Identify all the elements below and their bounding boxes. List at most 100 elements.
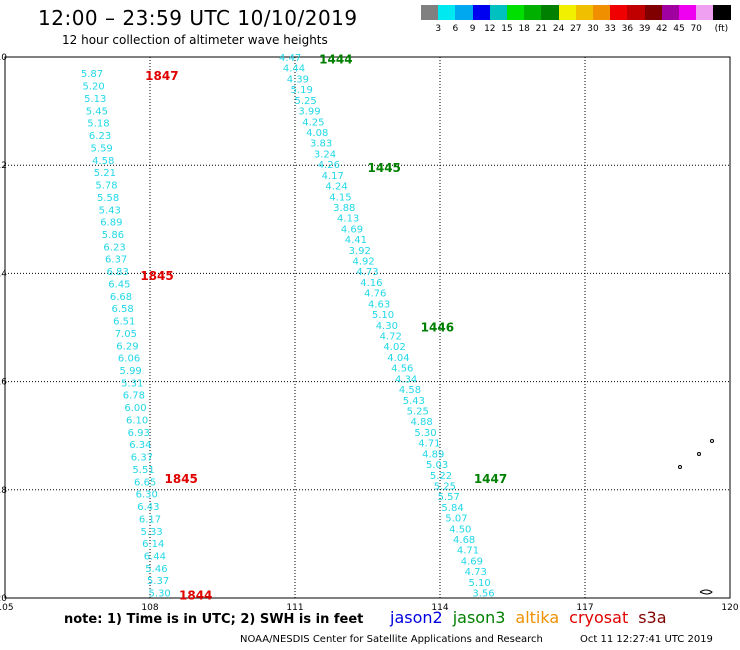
legend-label: 70 (690, 24, 702, 34)
wave-height-value: 5.43 (403, 396, 425, 407)
legend-label: 6 (452, 24, 459, 34)
satellite-name: s3a (638, 608, 667, 627)
wave-height-value: 5.21 (94, 168, 116, 179)
legend-swatch (524, 5, 542, 20)
legend-swatch (593, 5, 611, 20)
island-mark (678, 465, 682, 469)
wave-height-value: 4.34 (395, 374, 417, 385)
legend-label: 33 (604, 24, 616, 34)
legend-swatch (696, 5, 714, 20)
legend-swatch (438, 5, 456, 20)
y-tick-label: -14 (0, 269, 7, 279)
wave-height-value: 5.20 (82, 82, 104, 93)
wave-height-value: 3.88 (333, 203, 355, 214)
wave-height-value: 5.45 (86, 106, 108, 117)
wave-height-value: 4.68 (453, 535, 475, 546)
wave-height-value: 4.30 (376, 321, 398, 332)
wave-height-value: 5.30 (414, 428, 436, 439)
wave-height-value: 5.25 (407, 406, 429, 417)
legend-label: 24 (552, 24, 565, 34)
wave-height-value: 4.39 (287, 74, 309, 85)
legend-swatch (489, 5, 507, 20)
wave-height-value: 4.73 (356, 267, 378, 278)
wave-height-value: 4.63 (368, 299, 390, 310)
y-tick-label: -10 (0, 53, 7, 63)
x-tick-label: 117 (576, 603, 593, 610)
wave-height-value: 6.37 (131, 453, 153, 464)
pass-label: 1845 (140, 269, 173, 283)
pass-label: 1447 (474, 472, 507, 486)
wave-height-value: 4.76 (364, 289, 386, 300)
x-tick-label: 114 (431, 603, 448, 610)
wave-height-value: 4.72 (380, 332, 402, 343)
wave-height-value: 6.37 (105, 255, 127, 266)
wave-height-value: 4.02 (383, 342, 405, 353)
wave-height-value: 6.93 (128, 428, 150, 439)
wave-height-value: 4.41 (345, 235, 367, 246)
wave-height-value: 6.44 (144, 551, 166, 562)
wave-height-value: 4.50 (449, 524, 471, 535)
island-mark (697, 452, 701, 456)
wave-height-value: 6.58 (111, 304, 133, 315)
chart-title: 12:00 – 23:59 UTC 10/10/2019 (38, 6, 358, 30)
legend-label: 12 (484, 24, 496, 34)
legend-label: 18 (518, 24, 530, 34)
wave-height-value: 5.57 (438, 492, 460, 503)
wave-height-value: 5.22 (430, 471, 452, 482)
legend-swatch (507, 5, 525, 20)
wave-height-value: 6.83 (107, 267, 129, 278)
x-tick-label: 120 (721, 603, 738, 610)
pass-label: 1845 (165, 472, 198, 486)
legend-swatch (644, 5, 662, 20)
wave-height-value: 4.15 (329, 192, 351, 203)
wave-height-value: 5.25 (295, 96, 317, 107)
legend-label: 3 (435, 24, 442, 34)
y-tick-label: -20 (0, 594, 7, 604)
legend-label: 27 (570, 24, 582, 34)
satellite-legend: jason2 jason3 altika cryosat s3a (390, 608, 677, 627)
wave-height-value: 7.05 (115, 329, 137, 340)
legend-swatch (558, 5, 576, 20)
wave-height-value: 3.56 (472, 589, 494, 600)
legend-swatch (575, 5, 593, 20)
wave-height-value: 5.37 (147, 576, 169, 587)
legend-label: 30 (587, 24, 599, 34)
wave-height-value: 4.44 (283, 64, 305, 75)
wave-height-value: 6.14 (142, 539, 164, 550)
wave-height-value: 4.69 (341, 224, 363, 235)
chart-subtitle: 12 hour collection of altimeter wave hei… (62, 33, 328, 47)
wave-height-value: 4.04 (387, 353, 409, 364)
wave-height-value: 6.00 (124, 403, 146, 414)
timestamp-text: Oct 11 12:27:41 UTC 2019 (580, 634, 713, 645)
satellite-name: cryosat (569, 608, 629, 627)
wave-height-value: 6.45 (108, 279, 130, 290)
wave-height-value: 5.10 (469, 578, 491, 589)
wave-height-value: 4.13 (337, 214, 359, 225)
legend-swatch (661, 5, 679, 20)
legend-label: 15 (501, 24, 513, 34)
wave-height-value: 4.71 (457, 546, 479, 557)
wave-height-value: 4.89 (422, 449, 444, 460)
wave-height-value: 3.24 (314, 149, 336, 160)
wave-height-value: 6.78 (123, 391, 145, 402)
wave-height-value: 5.51 (132, 465, 154, 476)
wave-height-value: 6.17 (139, 514, 161, 525)
legend-label: (ft) (714, 24, 729, 34)
legend-swatch (472, 5, 490, 20)
wave-height-value: 6.43 (137, 502, 159, 513)
wave-height-value: 4.73 (465, 567, 487, 578)
wave-height-value: 5.13 (84, 94, 106, 105)
wave-height-value: 3.99 (298, 107, 320, 118)
x-tick-label: 108 (141, 603, 158, 610)
wave-height-value: 5.25 (434, 481, 456, 492)
pass-label: 1445 (368, 161, 401, 175)
legend-swatch (421, 5, 439, 20)
pass-label: 1844 (179, 588, 212, 602)
x-tick-label: 105 (0, 603, 14, 610)
legend-label: 36 (621, 24, 634, 34)
legend-label: 39 (638, 24, 651, 34)
wave-height-value: 6.65 (134, 477, 156, 488)
wave-height-value: 5.78 (95, 181, 117, 192)
wave-height-value: 5.19 (291, 85, 313, 96)
altimeter-map: 105 108 111 114 117 120 -10 -12 -14 -16 -18 -20 5.87… (0, 53, 739, 610)
